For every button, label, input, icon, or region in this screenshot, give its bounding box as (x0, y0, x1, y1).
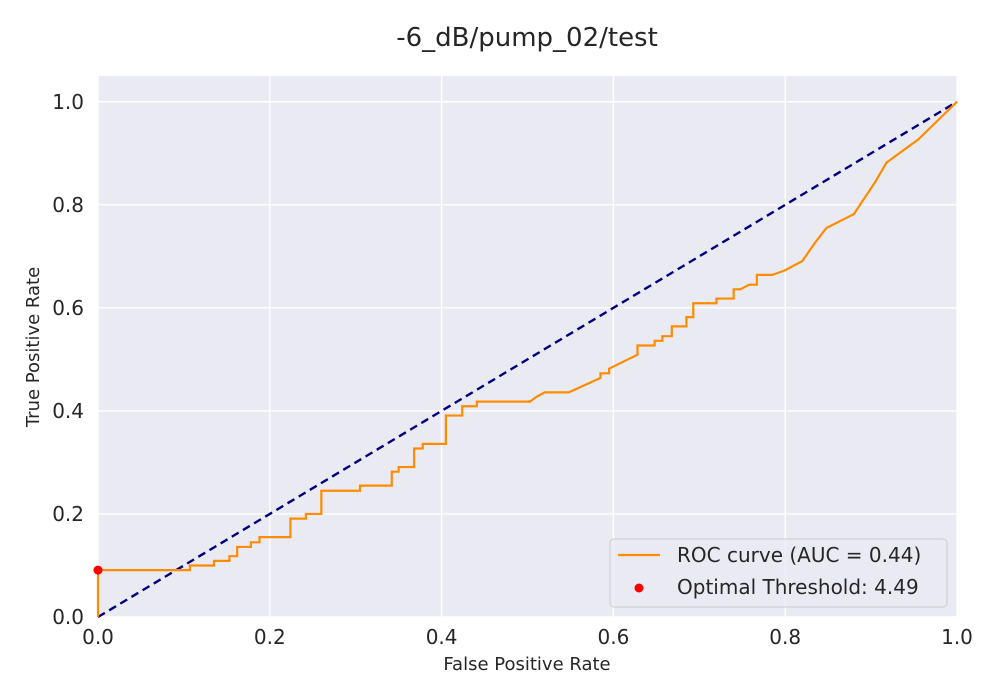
legend-threshold-label: Optimal Threshold: 4.49 (677, 575, 919, 599)
optimal-threshold-point (93, 565, 103, 575)
x-tick-label: 0.2 (254, 625, 286, 649)
y-tick-label: 0.4 (52, 399, 84, 423)
legend-frame (609, 538, 948, 608)
legend-roc-label: ROC curve (AUC = 0.44) (677, 543, 921, 567)
chance-diagonal-line (97, 100, 958, 619)
x-tick-label: 0.6 (597, 625, 629, 649)
x-axis-ticks: 0.0 0.2 0.4 0.6 0.8 1.0 (82, 625, 973, 649)
x-tick-label: 0.8 (769, 625, 801, 649)
roc-curve-line (96, 100, 958, 617)
plot-area (98, 76, 957, 617)
x-tick-label: 0.0 (82, 625, 114, 649)
points-layer (93, 565, 103, 575)
x-tick-label: 0.4 (426, 625, 458, 649)
y-tick-label: 0.6 (52, 296, 84, 320)
y-axis-label: True Positive Rate (23, 267, 44, 428)
y-axis-ticks: 0.0 0.2 0.4 0.6 0.8 1.0 (52, 90, 84, 629)
grid-lines (97, 76, 958, 618)
y-tick-label: 1.0 (52, 90, 84, 114)
y-tick-label: 0.0 (52, 605, 84, 629)
legend-threshold-swatch (634, 583, 644, 593)
x-tick-label: 1.0 (941, 625, 973, 649)
legend: ROC curve (AUC = 0.44) Optimal Threshold… (609, 538, 948, 608)
y-tick-label: 0.8 (52, 193, 84, 217)
y-tick-label: 0.2 (52, 502, 84, 526)
chart-title: -6_dB/pump_02/test (396, 23, 658, 53)
series-layer (96, 100, 958, 619)
x-axis-label: False Positive Rate (443, 654, 610, 675)
